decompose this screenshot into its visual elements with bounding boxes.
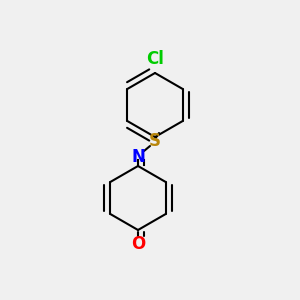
Text: Cl: Cl xyxy=(146,50,164,68)
Text: N: N xyxy=(131,148,145,166)
Text: O: O xyxy=(131,235,145,253)
Text: S: S xyxy=(149,132,161,150)
